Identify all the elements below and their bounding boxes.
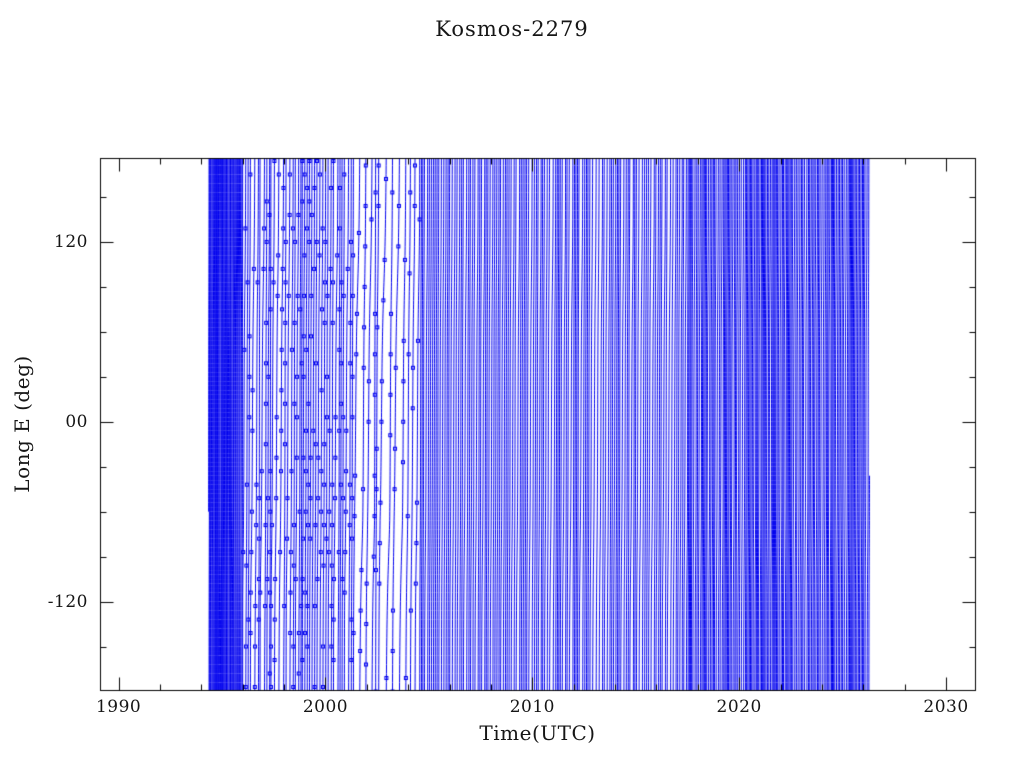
y-tick-label: 120	[54, 231, 88, 252]
chart-title: Kosmos-2279	[435, 17, 589, 41]
x-tick-label: 2000	[302, 697, 349, 717]
y-axis-label: Long E (deg)	[10, 355, 34, 493]
x-tick-label: 2030	[923, 697, 969, 717]
x-tick-label: 1990	[95, 697, 142, 717]
y-tick-label: 00	[65, 411, 88, 432]
x-tick-label: 2020	[716, 697, 762, 717]
x-axis-label: Time(UTC)	[479, 721, 596, 745]
x-tick-label: 2010	[509, 697, 555, 717]
y-tick-label: -120	[47, 591, 88, 612]
